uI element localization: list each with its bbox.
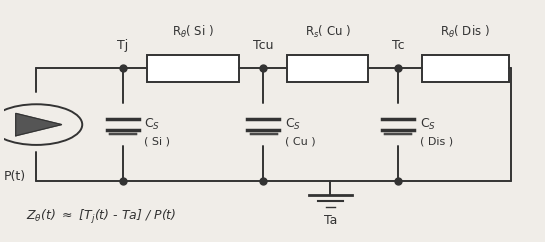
Text: Tc: Tc: [392, 39, 404, 52]
Text: ( Dis ): ( Dis ): [420, 136, 453, 146]
FancyBboxPatch shape: [147, 55, 239, 82]
Text: Ta: Ta: [324, 214, 337, 227]
FancyBboxPatch shape: [287, 55, 368, 82]
Text: C$_S$: C$_S$: [284, 117, 301, 132]
Text: P(t): P(t): [4, 170, 26, 182]
Text: R$_\theta$( Dis ): R$_\theta$( Dis ): [440, 23, 490, 40]
Text: Tj: Tj: [117, 39, 128, 52]
Text: R$_\theta$( Si ): R$_\theta$( Si ): [172, 23, 214, 40]
Text: ( Si ): ( Si ): [144, 136, 170, 146]
FancyBboxPatch shape: [422, 55, 508, 82]
Text: ( Cu ): ( Cu ): [284, 136, 315, 146]
Text: C$_S$: C$_S$: [144, 117, 160, 132]
Text: C$_S$: C$_S$: [420, 117, 435, 132]
Text: Tcu: Tcu: [253, 39, 273, 52]
Text: Z$_\theta$(t) $\approx$ [T$_j$(t) - Ta] / P(t): Z$_\theta$(t) $\approx$ [T$_j$(t) - Ta] …: [26, 208, 176, 226]
Polygon shape: [16, 113, 62, 136]
Text: R$_s$( Cu ): R$_s$( Cu ): [305, 23, 351, 40]
